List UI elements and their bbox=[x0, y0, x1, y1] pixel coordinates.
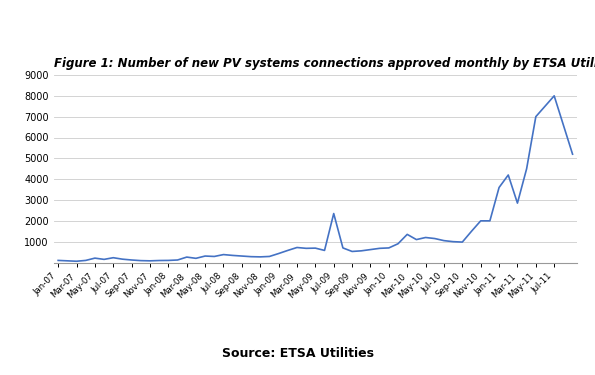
Text: Figure 1: Number of new PV systems connections approved monthly by ETSA Utilitie: Figure 1: Number of new PV systems conne… bbox=[54, 57, 595, 70]
Text: Source: ETSA Utilities: Source: ETSA Utilities bbox=[221, 347, 374, 360]
